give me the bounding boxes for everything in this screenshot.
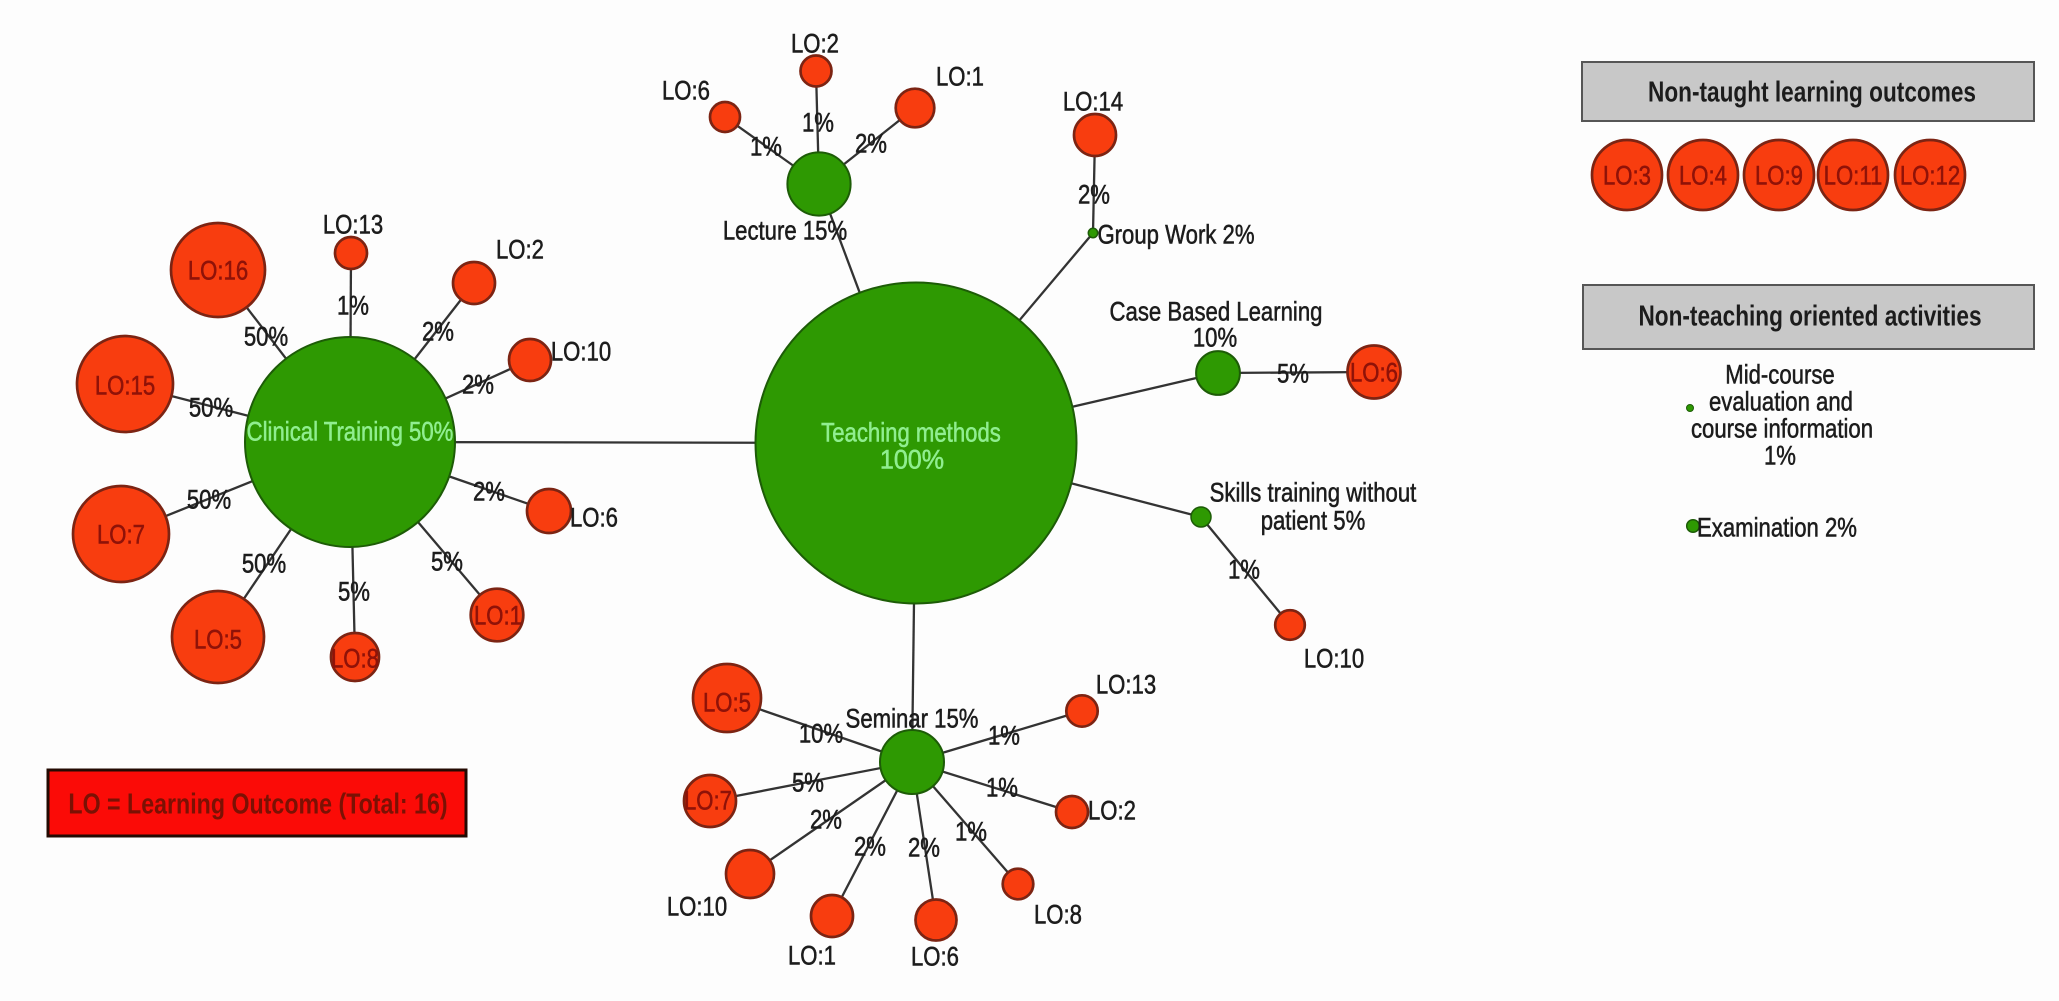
svg-text:Non-taught learning outcomes: Non-taught learning outcomes bbox=[1648, 76, 1976, 108]
svg-text:LO:10: LO:10 bbox=[667, 892, 727, 922]
svg-text:2%: 2% bbox=[1078, 180, 1110, 210]
svg-text:LO:6: LO:6 bbox=[911, 942, 959, 972]
svg-text:1%: 1% bbox=[750, 132, 782, 162]
svg-text:LO:2: LO:2 bbox=[496, 235, 544, 265]
svg-text:Examination 2%: Examination 2% bbox=[1697, 513, 1857, 543]
svg-text:50%: 50% bbox=[242, 549, 286, 579]
svg-text:1%: 1% bbox=[337, 291, 369, 321]
svg-text:LO = Learning Outcome (Total:: LO = Learning Outcome (Total: 16) bbox=[68, 788, 447, 820]
svg-text:LO:6: LO:6 bbox=[570, 503, 618, 533]
svg-text:Non-teaching oriented activiti: Non-teaching oriented activities bbox=[1638, 300, 1981, 332]
svg-text:2%: 2% bbox=[810, 805, 842, 835]
svg-text:LO:2: LO:2 bbox=[1088, 796, 1136, 826]
svg-text:LO:5: LO:5 bbox=[194, 625, 242, 655]
svg-text:1%: 1% bbox=[1764, 441, 1796, 471]
svg-text:2%: 2% bbox=[908, 833, 940, 863]
svg-text:LO:7: LO:7 bbox=[684, 786, 732, 816]
svg-text:LO:1: LO:1 bbox=[788, 941, 836, 971]
svg-text:5%: 5% bbox=[792, 768, 824, 798]
svg-text:LO:10: LO:10 bbox=[551, 337, 611, 367]
svg-text:Clinical Training 50%: Clinical Training 50% bbox=[247, 417, 454, 447]
svg-text:1%: 1% bbox=[988, 721, 1020, 751]
svg-text:LO:14: LO:14 bbox=[1063, 87, 1123, 117]
svg-text:5%: 5% bbox=[431, 547, 463, 577]
svg-text:1%: 1% bbox=[802, 108, 834, 138]
svg-text:LO:10: LO:10 bbox=[1304, 644, 1364, 674]
svg-text:LO:13: LO:13 bbox=[323, 210, 383, 240]
svg-text:Case Based Learning: Case Based Learning bbox=[1110, 297, 1323, 327]
svg-text:50%: 50% bbox=[244, 322, 288, 352]
svg-text:2%: 2% bbox=[462, 370, 494, 400]
svg-text:1%: 1% bbox=[1228, 555, 1260, 585]
svg-text:LO:8: LO:8 bbox=[1034, 900, 1082, 930]
svg-text:LO:1: LO:1 bbox=[474, 601, 522, 631]
svg-text:LO:12: LO:12 bbox=[1900, 161, 1960, 191]
svg-text:LO:9: LO:9 bbox=[1755, 161, 1803, 191]
svg-text:10%: 10% bbox=[799, 719, 843, 749]
svg-text:5%: 5% bbox=[338, 577, 370, 607]
svg-text:2%: 2% bbox=[854, 832, 886, 862]
svg-text:LO:1: LO:1 bbox=[936, 62, 984, 92]
svg-text:1%: 1% bbox=[986, 773, 1018, 803]
svg-text:LO:4: LO:4 bbox=[1679, 161, 1727, 191]
svg-text:patient 5%: patient 5% bbox=[1261, 506, 1366, 536]
svg-text:course information: course information bbox=[1691, 414, 1873, 444]
svg-text:Lecture 15%: Lecture 15% bbox=[723, 216, 847, 246]
svg-text:evaluation and: evaluation and bbox=[1709, 387, 1853, 417]
svg-text:LO:16: LO:16 bbox=[188, 256, 248, 286]
svg-text:2%: 2% bbox=[422, 317, 454, 347]
svg-text:1%: 1% bbox=[955, 817, 987, 847]
svg-text:2%: 2% bbox=[473, 477, 505, 507]
svg-text:Mid-course: Mid-course bbox=[1725, 360, 1835, 390]
svg-text:Seminar 15%: Seminar 15% bbox=[846, 704, 979, 734]
svg-text:50%: 50% bbox=[189, 393, 233, 423]
svg-text:LO:15: LO:15 bbox=[95, 371, 155, 401]
svg-text:LO:6: LO:6 bbox=[1350, 358, 1398, 388]
svg-text:10%: 10% bbox=[1193, 323, 1237, 353]
svg-text:Skills training without: Skills training without bbox=[1210, 478, 1417, 508]
svg-text:LO:11: LO:11 bbox=[1824, 161, 1883, 191]
svg-text:LO:2: LO:2 bbox=[791, 29, 839, 59]
svg-text:LO:6: LO:6 bbox=[662, 76, 710, 106]
svg-text:LO:3: LO:3 bbox=[1603, 161, 1651, 191]
svg-text:Group Work 2%: Group Work 2% bbox=[1097, 220, 1254, 250]
svg-text:LO:7: LO:7 bbox=[97, 520, 145, 550]
svg-text:50%: 50% bbox=[187, 485, 231, 515]
svg-text:5%: 5% bbox=[1277, 359, 1309, 389]
svg-text:100%: 100% bbox=[880, 445, 944, 475]
svg-text:LO:13: LO:13 bbox=[1096, 670, 1156, 700]
svg-text:LO:8: LO:8 bbox=[331, 644, 379, 674]
svg-text:Teaching methods: Teaching methods bbox=[821, 418, 1001, 448]
svg-text:LO:5: LO:5 bbox=[703, 688, 751, 718]
svg-text:2%: 2% bbox=[855, 129, 887, 159]
